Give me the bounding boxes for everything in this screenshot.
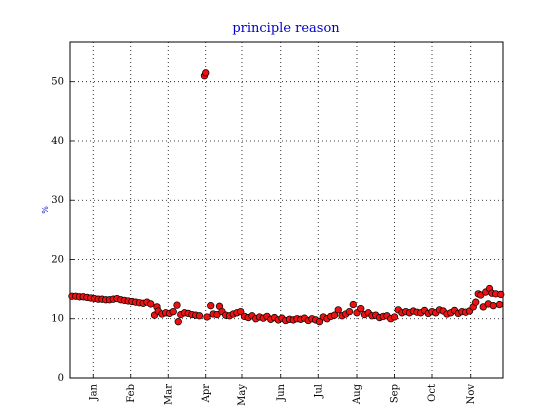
x-tick-label: Nov: [466, 384, 477, 405]
y-tick-label: 0: [58, 373, 64, 384]
point: [390, 313, 399, 321]
point: [237, 307, 245, 316]
x-tick-label: Sep: [390, 384, 401, 403]
point: [489, 302, 497, 310]
x-tick-label: Jun: [276, 383, 287, 401]
x-tick-label: Jan: [88, 383, 99, 401]
x-tick-label: Apr: [201, 384, 212, 404]
x-tick-label: Feb: [126, 384, 137, 403]
point: [203, 313, 211, 321]
y-tick-label: 10: [51, 314, 64, 325]
x-tick-label: Oct: [427, 384, 438, 402]
point: [357, 305, 365, 313]
point: [334, 306, 342, 314]
x-tick-label: Jul: [313, 384, 324, 399]
y-tick-label: 20: [51, 254, 64, 265]
point: [173, 301, 181, 309]
y-tick-label: 30: [51, 195, 64, 206]
point: [330, 311, 339, 319]
point: [349, 300, 357, 309]
point: [345, 307, 354, 316]
point: [202, 69, 210, 77]
y-axis-label: %: [41, 206, 50, 214]
x-tick-label: Mar: [163, 384, 174, 405]
y-tick-label: 50: [51, 77, 64, 88]
y-tick-label: 40: [51, 136, 64, 147]
point: [207, 302, 215, 310]
point: [495, 300, 504, 309]
point: [174, 318, 182, 326]
point: [315, 318, 324, 326]
chart-title: principle reason: [232, 21, 340, 36]
x-tick-label: Aug: [352, 383, 363, 405]
point: [195, 312, 204, 320]
x-tick-label: May: [237, 384, 248, 406]
point: [147, 300, 155, 308]
point: [497, 290, 505, 299]
point: [472, 298, 480, 306]
point: [169, 307, 177, 316]
plot-frame: [69, 41, 504, 379]
